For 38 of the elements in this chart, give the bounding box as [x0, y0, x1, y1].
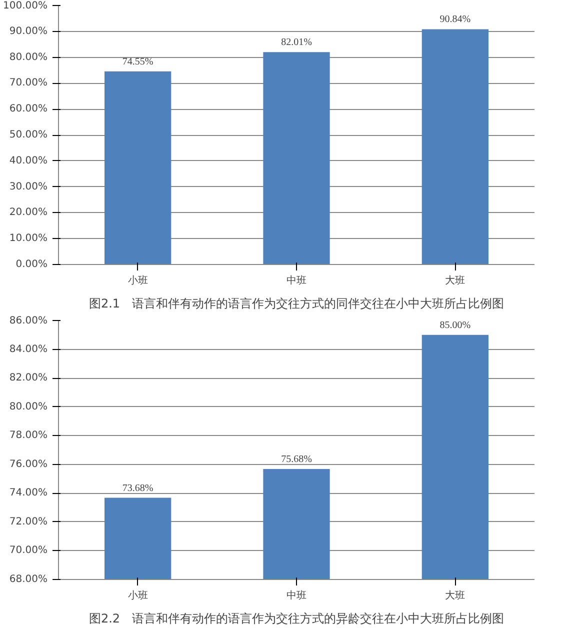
x-tick-label: 中班	[286, 590, 306, 602]
y-tick-label: 60.00%	[9, 104, 48, 115]
data-label: 75.68%	[281, 454, 312, 465]
bar	[422, 29, 488, 264]
y-tick-label: 100.00%	[3, 0, 48, 12]
bar	[104, 71, 172, 264]
y-tick-label: 50.00%	[9, 130, 48, 140]
y-tick-label: 78.00%	[9, 430, 48, 442]
y-tick-label: 80.00%	[9, 52, 48, 63]
data-label: 74.55%	[122, 56, 154, 68]
bar	[263, 52, 330, 264]
y-tick-label: 76.00%	[9, 458, 48, 470]
y-tick-label: 74.00%	[9, 488, 48, 499]
y-tick-label: 68.00%	[9, 574, 48, 585]
y-tick-label: 0.00%	[16, 259, 48, 270]
x-tick-label: 中班	[286, 274, 306, 286]
data-label: 85.00%	[440, 320, 471, 331]
y-tick-label: 90.00%	[9, 26, 48, 37]
y-tick-label: 10.00%	[9, 233, 48, 244]
data-label: 73.68%	[122, 482, 154, 494]
y-tick-label: 30.00%	[9, 181, 48, 192]
x-tick-label: 大班	[445, 590, 466, 602]
y-tick-label: 70.00%	[9, 78, 48, 89]
x-tick-label: 小班	[128, 274, 148, 286]
y-tick-label: 72.00%	[9, 516, 48, 528]
y-tick-label: 84.00%	[9, 344, 48, 355]
data-label: 82.01%	[281, 37, 312, 48]
y-tick-label: 82.00%	[9, 372, 48, 384]
text: 图2.1 语言和伴有动作的语言作为交往方式的同伴交往在小中大班所占比例图	[88, 296, 504, 310]
y-tick-label: 20.00%	[9, 207, 48, 218]
y-tick-label: 86.00%	[9, 316, 48, 326]
y-tick-label: 80.00%	[9, 401, 48, 412]
text: 图2.2 语言和伴有动作的语言作为交往方式的异龄交往在小中大班所占比例图	[88, 612, 504, 626]
y-tick-label: 70.00%	[9, 545, 48, 556]
x-tick-label: 大班	[445, 274, 466, 286]
x-tick-label: 小班	[128, 590, 148, 602]
data-label: 90.84%	[440, 14, 471, 26]
y-tick-label: 40.00%	[9, 155, 48, 166]
